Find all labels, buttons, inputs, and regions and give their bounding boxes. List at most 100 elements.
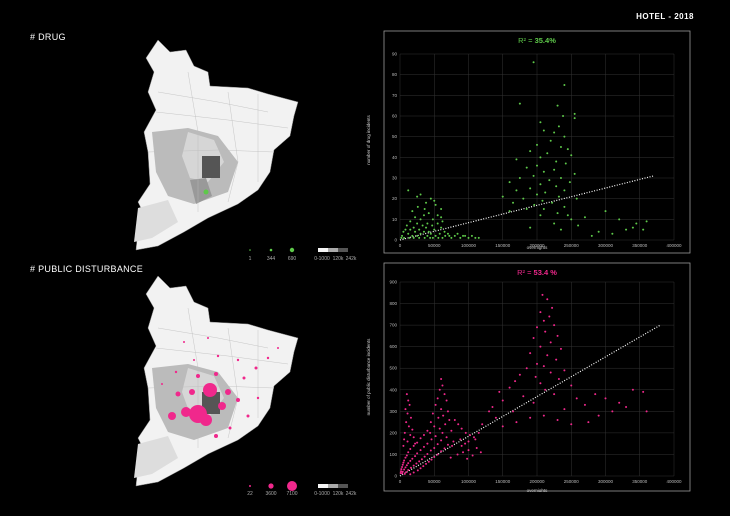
data-point xyxy=(445,436,448,439)
data-point xyxy=(429,431,432,434)
data-point xyxy=(515,421,518,424)
data-point xyxy=(434,203,437,206)
map-bubble xyxy=(214,372,218,376)
data-point xyxy=(645,410,648,413)
data-point xyxy=(408,403,411,406)
data-point xyxy=(563,135,566,138)
data-point xyxy=(420,458,423,461)
data-point xyxy=(414,230,417,233)
data-point xyxy=(553,131,556,134)
x-tick-label: 150000 xyxy=(495,479,511,484)
data-point xyxy=(403,438,406,441)
map-bubble xyxy=(175,391,181,397)
data-point xyxy=(536,164,538,167)
data-point xyxy=(431,224,434,227)
data-point xyxy=(508,210,511,213)
data-point xyxy=(400,236,403,239)
data-point xyxy=(416,452,419,455)
district-mid xyxy=(190,178,212,204)
data-point xyxy=(426,429,429,432)
data-point xyxy=(426,453,429,456)
data-point xyxy=(625,228,628,231)
data-point xyxy=(448,234,451,237)
data-point xyxy=(557,378,560,380)
y-tick-label: 200 xyxy=(389,430,397,435)
x-tick-label: 300000 xyxy=(598,479,614,484)
x-tick-label: 0 xyxy=(399,479,402,484)
x-tick-label: 150000 xyxy=(495,243,511,248)
data-point xyxy=(529,226,532,229)
data-point xyxy=(427,230,430,233)
legend-size-3: 690 xyxy=(288,256,297,262)
y-tick-label: 50 xyxy=(392,134,398,139)
data-point xyxy=(563,369,566,372)
data-point xyxy=(577,224,580,227)
data-point xyxy=(409,466,412,469)
map-bubble xyxy=(218,402,226,410)
scatter-chart-drug: R² = 35.4% number of drug incidents over… xyxy=(366,30,691,254)
data-point xyxy=(470,234,473,237)
data-point xyxy=(597,414,600,417)
data-point xyxy=(440,216,443,219)
trendline xyxy=(399,175,654,241)
y-tick-label: 100 xyxy=(389,452,397,457)
data-point xyxy=(542,319,545,322)
data-point xyxy=(401,465,404,468)
data-point xyxy=(405,224,408,227)
data-point xyxy=(529,150,532,153)
map-bubble xyxy=(161,383,163,385)
data-point xyxy=(446,410,449,413)
data-point xyxy=(407,399,410,402)
data-point xyxy=(587,421,590,424)
data-point xyxy=(422,434,425,437)
data-point xyxy=(573,172,576,175)
data-point xyxy=(539,382,542,385)
data-point xyxy=(551,306,554,309)
data-point xyxy=(573,112,576,115)
data-point xyxy=(474,236,477,239)
data-point xyxy=(436,397,439,400)
y-tick-label: 0 xyxy=(394,238,397,243)
data-point xyxy=(573,117,576,120)
data-point xyxy=(411,428,414,431)
map-bubble xyxy=(193,359,195,361)
data-point xyxy=(544,330,547,333)
legend-grad-3 xyxy=(338,484,348,488)
data-point xyxy=(568,181,571,184)
data-point xyxy=(414,216,417,219)
data-point xyxy=(425,226,428,229)
data-point xyxy=(422,230,425,233)
data-point xyxy=(477,431,480,434)
data-point xyxy=(405,421,408,424)
page-title: HOTEL - 2018 xyxy=(636,12,694,21)
data-point xyxy=(529,352,532,355)
map-bubbles xyxy=(161,337,279,438)
data-point xyxy=(553,168,556,171)
data-point xyxy=(536,362,538,365)
data-point xyxy=(437,416,440,419)
data-point xyxy=(525,208,528,210)
data-point xyxy=(539,156,542,159)
legend-scale-1: 0-1000 xyxy=(314,491,330,496)
data-point xyxy=(645,220,648,223)
data-point xyxy=(405,393,408,396)
data-point xyxy=(403,431,406,434)
data-point xyxy=(419,449,422,452)
legend-dot-small xyxy=(249,485,251,487)
data-point xyxy=(433,456,436,459)
data-point xyxy=(460,427,463,430)
data-point xyxy=(446,443,449,446)
y-tick-label: 600 xyxy=(389,344,397,349)
data-point xyxy=(450,236,453,239)
data-point xyxy=(570,384,573,387)
district-borders xyxy=(147,307,289,448)
data-point xyxy=(421,224,424,227)
data-point xyxy=(409,448,412,451)
data-point xyxy=(446,232,449,235)
data-point xyxy=(532,337,535,340)
data-point xyxy=(429,232,432,235)
legend-dot-small xyxy=(249,249,251,251)
data-point xyxy=(431,218,434,221)
data-point xyxy=(566,214,569,217)
data-point xyxy=(556,334,559,337)
